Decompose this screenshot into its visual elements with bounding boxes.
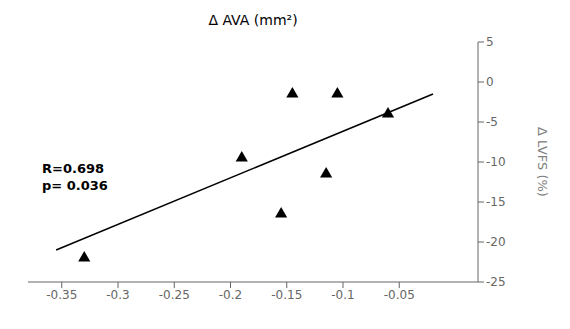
svg-text:-0.2: -0.2 xyxy=(219,288,242,302)
html-text:R=0.698: R=0.698 xyxy=(42,161,104,176)
html-text:Δ AVA (mm²): Δ AVA (mm²) xyxy=(208,12,298,28)
svg-text:5: 5 xyxy=(486,35,494,49)
html-text:p= 0.036: p= 0.036 xyxy=(42,178,108,193)
svg-text:-0.35: -0.35 xyxy=(46,288,77,302)
svg-text:Δ LVFS (%): Δ LVFS (%) xyxy=(535,127,550,197)
svg-text:-5: -5 xyxy=(486,115,498,129)
svg-text:-20: -20 xyxy=(486,235,506,249)
svg-text:-0.1: -0.1 xyxy=(331,288,354,302)
svg-text:-25: -25 xyxy=(486,275,506,289)
svg-text:-0.05: -0.05 xyxy=(384,288,415,302)
svg-text:-10: -10 xyxy=(486,155,506,169)
svg-text:-15: -15 xyxy=(486,195,506,209)
svg-text:-0.3: -0.3 xyxy=(106,288,129,302)
svg-text:0: 0 xyxy=(486,75,494,89)
svg-text:-0.25: -0.25 xyxy=(159,288,190,302)
svg-text:-0.15: -0.15 xyxy=(271,288,302,302)
